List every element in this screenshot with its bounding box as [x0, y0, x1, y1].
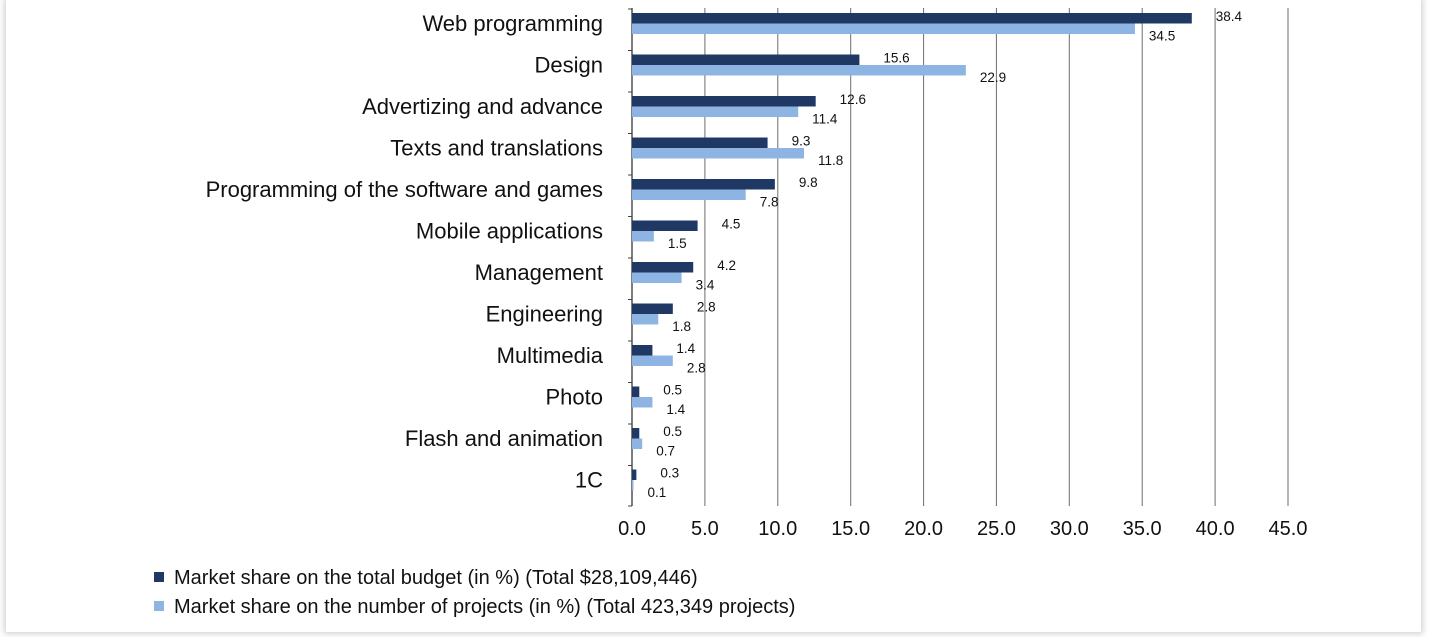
bar-budget-share — [632, 469, 637, 480]
bars — [632, 13, 1192, 491]
category-label: Engineering — [486, 302, 603, 327]
category-label: Web programming — [422, 11, 603, 36]
chart-frame: Web programming Design Advertizing and adv… — [6, 0, 1421, 632]
bar-budget-share — [632, 179, 775, 190]
x-tick-label: 20.0 — [904, 518, 943, 540]
legend-swatch-projects — [154, 601, 164, 611]
bar-budget-share — [632, 137, 768, 148]
bar-budget-share — [632, 428, 640, 439]
data-label: 2.8 — [697, 300, 716, 315]
bar-projects-share — [632, 355, 673, 366]
bar-budget-share — [632, 262, 694, 273]
x-tick-label: 5.0 — [691, 518, 719, 540]
x-tick-label: 10.0 — [758, 518, 797, 540]
bar-projects-share — [632, 231, 654, 242]
bar-budget-share — [632, 345, 653, 356]
data-label: 2.8 — [687, 361, 706, 376]
bar-chart: Web programming Design Advertizing and adv… — [154, 8, 1307, 618]
category-label: Advertizing and advance — [362, 94, 603, 119]
bar-projects-share — [632, 148, 805, 159]
legend-swatch-budget — [154, 572, 164, 582]
legend: Market share on the total budget (in %) … — [154, 567, 795, 618]
data-label: 1.4 — [666, 402, 685, 417]
data-label: 1.4 — [676, 341, 695, 356]
data-label: 1.5 — [668, 236, 687, 251]
bar-budget-share — [632, 303, 673, 314]
data-label: 12.6 — [840, 92, 866, 107]
x-tick-label: 35.0 — [1123, 518, 1162, 540]
x-tick-label: 30.0 — [1050, 518, 1089, 540]
grid — [628, 8, 1289, 507]
bar-projects-share — [632, 65, 966, 76]
bar-budget-share — [632, 54, 860, 65]
category-label: Programming of the software and games — [206, 177, 603, 202]
bar-budget-share — [632, 13, 1192, 24]
category-label: Design — [535, 53, 603, 78]
category-label: Photo — [546, 385, 604, 410]
data-label: 9.8 — [799, 175, 818, 190]
category-label: Mobile applications — [416, 219, 603, 244]
data-label: 38.4 — [1216, 9, 1243, 24]
bar-projects-share — [632, 106, 799, 117]
data-label: 7.8 — [760, 195, 779, 210]
bar-projects-share — [632, 397, 653, 408]
data-label: 11.4 — [812, 112, 838, 127]
bar-projects-share — [632, 23, 1135, 34]
x-tick-label: 45.0 — [1269, 518, 1308, 540]
x-tick-label: 15.0 — [831, 518, 870, 540]
x-axis-tick-labels: 0.0 5.0 10.0 15.0 20.0 25.0 30.0 35.0 40.0 45.0 — [618, 518, 1307, 540]
data-label: 3.4 — [696, 278, 715, 293]
data-label: 0.5 — [663, 424, 682, 439]
bar-projects-share — [632, 480, 634, 491]
data-labels: 38.4 34.5 15.6 22.9 12.611.49.3 11.89.8 7.8 4.5… — [647, 9, 1242, 500]
x-tick-label: 0.0 — [618, 518, 646, 540]
data-label: 11.8 — [818, 153, 843, 168]
bar-budget-share — [632, 220, 698, 231]
bar-projects-share — [632, 189, 746, 200]
x-tick-label: 25.0 — [977, 518, 1016, 540]
category-labels: Web programming Design Advertizing and adv… — [206, 11, 604, 493]
bar-projects-share — [632, 438, 643, 449]
category-label: Management — [475, 260, 603, 285]
data-label: 0.3 — [660, 466, 679, 481]
data-label: 15.6 — [883, 51, 909, 66]
category-label: 1C — [575, 468, 603, 493]
data-label: 1.8 — [672, 319, 691, 334]
category-label: Texts and translations — [390, 136, 603, 161]
data-label: 0.1 — [647, 485, 666, 500]
bar-projects-share — [632, 272, 682, 283]
legend-label-projects: Market share on the number of projects (… — [174, 596, 795, 618]
data-label: 4.5 — [722, 217, 741, 232]
data-label: 34.5 — [1149, 29, 1175, 44]
bar-budget-share — [632, 386, 640, 397]
category-label: Multimedia — [497, 343, 604, 368]
bar-projects-share — [632, 314, 659, 325]
category-label: Flash and animation — [405, 426, 603, 451]
data-label: 9.3 — [792, 134, 811, 149]
data-label: 0.7 — [656, 444, 675, 459]
data-label: 22.9 — [980, 70, 1006, 85]
data-label: 4.2 — [717, 258, 736, 273]
data-label: 0.5 — [663, 383, 682, 398]
bar-budget-share — [632, 96, 816, 107]
x-tick-label: 40.0 — [1196, 518, 1235, 540]
legend-label-budget: Market share on the total budget (in %) … — [174, 567, 698, 589]
